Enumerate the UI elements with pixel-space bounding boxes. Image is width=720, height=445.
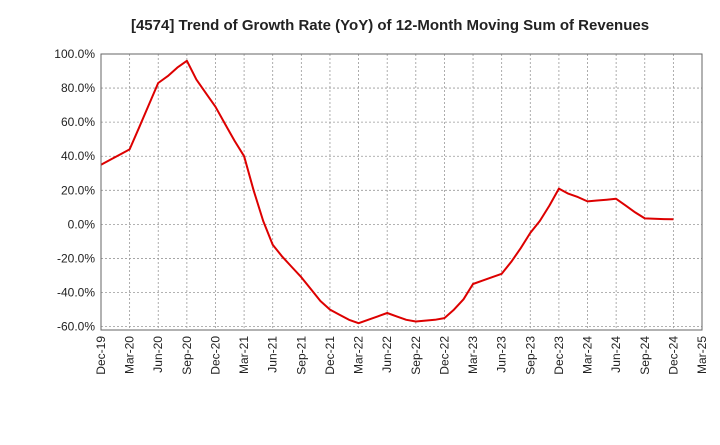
y-tick-label: 100.0% [54,47,95,61]
x-tick-label: Sep-22 [409,336,423,375]
x-tick-label: Dec-23 [552,336,566,375]
y-tick-label: 60.0% [61,115,95,129]
y-tick-label: 20.0% [61,183,95,197]
x-tick-label: Mar-25 [695,336,709,374]
series-lines [100,59,674,325]
y-tick-label: 80.0% [61,81,95,95]
x-axis: Dec-19 Mar-20 Jun-20 Sep-20 Dec-20 Mar-21 Jun-… [94,336,709,375]
y-tick-label: -60.0% [57,320,95,334]
x-tick-label: Dec-21 [323,336,337,375]
x-tick-label: Jun-20 [151,336,165,373]
chart-title: [4574] Trend of Growth Rate (YoY) of 12-… [131,17,649,34]
x-tick-label: Jun-22 [380,336,394,373]
x-tick-label: Dec-19 [94,336,108,375]
x-tick-label: Mar-22 [352,336,366,374]
x-tick-label: Sep-24 [638,336,652,375]
x-tick-label: Mar-24 [581,336,595,374]
grid-lines [100,53,703,330]
x-tick-label: Mar-21 [237,336,251,374]
y-tick-label: -20.0% [57,251,95,265]
x-tick-label: Sep-23 [523,336,537,375]
y-axis: 100.0% 80.0% 60.0% 40.0% 20.0% 0.0% -20.0% -40.… [54,47,95,334]
x-tick-label: Dec-22 [437,336,451,375]
x-tick-label: Mar-20 [123,336,137,374]
x-tick-label: Jun-23 [495,336,509,373]
y-tick-label: 40.0% [61,149,95,163]
x-tick-label: Jun-24 [609,336,623,373]
x-tick-label: Dec-24 [666,336,680,375]
x-tick-label: Mar-23 [466,336,480,374]
x-tick-label: Sep-21 [294,336,308,375]
plot-area [100,53,703,331]
x-tick-label: Jun-21 [266,336,280,373]
y-tick-label: 0.0% [68,217,96,231]
y-tick-label: -40.0% [57,286,95,300]
x-tick-label: Sep-20 [180,336,194,375]
x-tick-label: Dec-20 [208,336,222,375]
series-line [100,59,674,325]
